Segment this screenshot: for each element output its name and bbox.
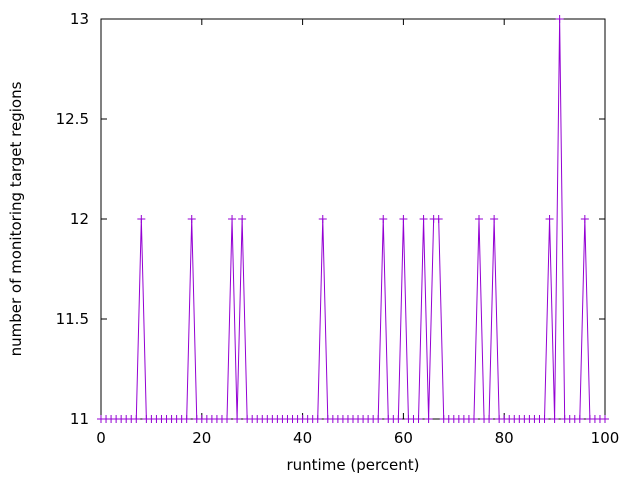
data-point	[228, 215, 237, 223]
data-point	[187, 215, 196, 223]
data-point	[132, 415, 141, 423]
data-point	[555, 15, 564, 23]
data-point	[223, 415, 231, 423]
data-point	[490, 215, 499, 223]
x-tick-label: 100	[591, 429, 620, 447]
data-point	[434, 215, 443, 223]
data-point	[424, 415, 433, 423]
data-point	[575, 415, 584, 423]
data-point	[238, 215, 247, 223]
data-point	[545, 215, 554, 223]
data-point	[414, 415, 423, 423]
data-point	[394, 415, 403, 423]
axis-ticks	[100, 18, 606, 420]
data-point	[540, 415, 549, 423]
y-axis-title: number of monitoring target regions	[7, 81, 25, 356]
y-tick-label: 12.5	[56, 110, 89, 128]
tick-labels: 0 20 40 60 80 100 11 11.5 12 12.5 13	[56, 10, 620, 447]
x-tick-label: 40	[293, 429, 312, 447]
x-axis-title: runtime (percent)	[287, 456, 420, 474]
data-point	[233, 415, 242, 423]
y-tick-label: 11.5	[56, 310, 89, 328]
data-point	[580, 215, 589, 223]
y-tick-label: 12	[70, 210, 89, 228]
data-point	[399, 215, 408, 223]
y-tick-label: 11	[70, 410, 89, 428]
data-point	[419, 215, 428, 223]
data-point	[374, 415, 383, 423]
data-point	[379, 215, 388, 223]
data-point	[475, 215, 483, 223]
data-point	[485, 415, 494, 423]
x-tick-label: 20	[192, 429, 211, 447]
y-tick-label: 13	[70, 10, 89, 28]
series-line	[101, 18, 605, 420]
series-layer	[97, 15, 609, 423]
data-point	[550, 415, 559, 423]
data-point	[313, 415, 322, 423]
data-point	[469, 415, 478, 423]
data-point	[137, 215, 146, 223]
x-tick-label: 60	[394, 429, 413, 447]
plot-frame	[100, 18, 606, 420]
x-tick-label: 80	[495, 429, 514, 447]
x-tick-label: 0	[96, 429, 106, 447]
data-point	[318, 215, 327, 223]
data-point	[601, 415, 609, 423]
data-point	[182, 415, 191, 423]
